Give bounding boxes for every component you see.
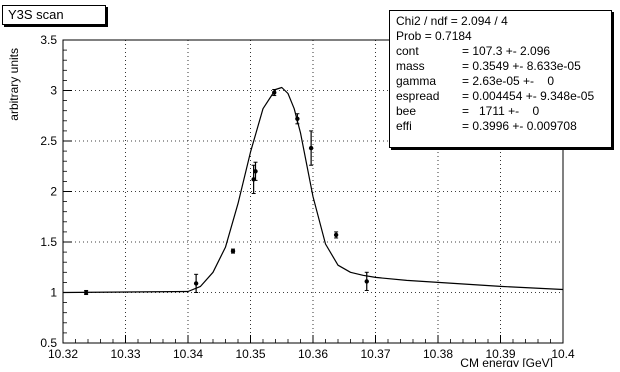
data-point bbox=[295, 116, 300, 121]
stats-row: bee = 1711 +- 0 bbox=[396, 104, 605, 119]
stats-param-value: = 0.3549 +- 8.633e-05 bbox=[462, 59, 581, 73]
x-tick-label: 10.35 bbox=[235, 347, 265, 361]
stats-param-name: cont bbox=[396, 44, 419, 58]
y-tick-label: 2.5 bbox=[40, 134, 57, 148]
y-axis-label: arbitrary units bbox=[7, 48, 21, 121]
stats-row: gamma = 2.63e-05 +- 0 bbox=[396, 74, 605, 89]
stats-param-value: = 0.3996 +- 0.009708 bbox=[462, 119, 577, 133]
data-point bbox=[308, 145, 314, 151]
data-point bbox=[83, 290, 89, 295]
y-tick-label: 1 bbox=[50, 286, 57, 300]
data-point bbox=[193, 281, 199, 286]
stats-param-name: espread bbox=[396, 89, 440, 103]
stats-param-name: bee bbox=[396, 104, 417, 118]
stats-row: cont = 107.3 +- 2.096 bbox=[396, 44, 605, 59]
x-tick-label: 10.39 bbox=[485, 347, 515, 361]
stats-param-name: Chi2 / ndf bbox=[396, 14, 451, 28]
stats-param-value: = 2.63e-05 +- 0 bbox=[462, 74, 555, 88]
x-tick-label: 10.33 bbox=[110, 347, 140, 361]
stats-param-value: = 1711 +- 0 bbox=[462, 104, 540, 118]
x-axis-label: CM energy [GeV] bbox=[460, 356, 553, 367]
x-tick-label: 10.32 bbox=[48, 347, 78, 361]
stats-param-value: = 0.004454 +- 9.348e-05 bbox=[462, 89, 595, 103]
stats-param-name: Prob bbox=[396, 29, 425, 43]
y-tick-label: 0.5 bbox=[40, 336, 57, 350]
chart-title: Y3S scan bbox=[2, 5, 106, 25]
stats-row: Chi2 / ndf = 2.094 / 4 bbox=[396, 14, 605, 29]
stats-row: espread = 0.004454 +- 9.348e-05 bbox=[396, 89, 605, 104]
stats-param-value: = 107.3 +- 2.096 bbox=[462, 44, 551, 58]
data-point bbox=[253, 169, 258, 174]
stats-param-name: mass bbox=[396, 59, 425, 73]
x-tick-label: 10.4 bbox=[551, 347, 575, 361]
y-tick-label: 2 bbox=[50, 185, 57, 199]
x-tick-label: 10.38 bbox=[423, 347, 453, 361]
stats-row: Prob = 0.7184 bbox=[396, 29, 605, 44]
x-tick-label: 10.37 bbox=[360, 347, 390, 361]
stats-param-name: effi bbox=[396, 119, 412, 133]
y-tick-label: 3 bbox=[50, 84, 57, 98]
stats-row: mass = 0.3549 +- 8.633e-05 bbox=[396, 59, 605, 74]
fit-stats-box: Chi2 / ndf = 2.094 / 4 Prob = 0.7184 cont =… bbox=[389, 10, 612, 148]
stats-param-name: gamma bbox=[396, 74, 437, 88]
stats-param-value: = 2.094 / 4 bbox=[450, 14, 508, 28]
data-point bbox=[333, 232, 339, 238]
x-tick-label: 10.34 bbox=[173, 347, 203, 361]
data-point bbox=[230, 248, 236, 254]
data-point bbox=[272, 90, 277, 95]
x-tick-label: 10.36 bbox=[298, 347, 328, 361]
stats-param-value: = 0.7184 bbox=[424, 29, 472, 43]
y-tick-label: 1.5 bbox=[40, 235, 57, 249]
data-point bbox=[364, 279, 369, 284]
y-tick-label: 3.5 bbox=[40, 33, 57, 47]
stats-row: effi = 0.3996 +- 0.009708 bbox=[396, 119, 605, 134]
